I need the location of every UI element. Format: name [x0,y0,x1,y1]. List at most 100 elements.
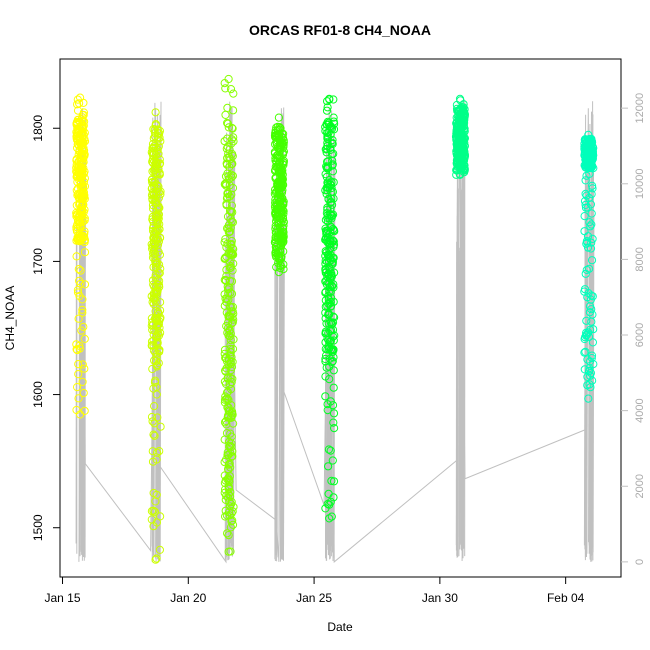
ch4-point [276,230,285,239]
ch4-point [223,154,232,163]
ch4-point [588,234,597,243]
ch4-point [457,162,466,171]
ch4-point [227,160,236,169]
ch4-point [76,156,85,165]
ch4-point [324,163,333,172]
ch4-point [275,158,284,167]
ch4-point [222,322,231,331]
ch4-point [321,357,330,366]
ch4-point [156,233,165,242]
ch4-point [329,477,339,486]
ch4-point [78,183,88,192]
y-axis: 1500 1600 1700 1800 [31,115,60,541]
ch4-point [227,250,237,259]
ch4-point [79,108,89,117]
ch4-point [149,134,158,143]
ch4-point [580,365,589,374]
ch4-point [584,394,593,403]
ch4-point [588,181,597,190]
ch4-point [156,422,165,431]
ch4-point [148,215,157,224]
ch4-point [75,344,84,353]
ch4-point [151,376,160,385]
ch4-point [148,364,157,374]
y-tick-label: 1500 [31,514,45,541]
ch4-point [228,374,237,383]
ch4-point [156,187,165,196]
ch4-point [275,254,284,263]
ch4-point [227,135,236,144]
ch4-point [224,412,233,421]
altitude-profile-line [274,244,277,562]
ch4-point [224,547,233,556]
ch4-point [76,117,85,127]
ch4-point [151,273,160,282]
ch4-point [587,209,596,218]
ch4-point [460,151,469,160]
ch4-point [228,318,237,327]
ch4-point [220,349,229,358]
ch4-point [279,231,288,240]
ch4-point [78,138,88,147]
ch4-point [328,456,337,465]
ch4-point [226,441,235,450]
ch4-point [155,133,164,143]
ch4-point [321,314,330,323]
flight-point-group [580,130,598,403]
ch4-point [321,344,330,354]
x-tick-label: Jan 15 [45,591,81,605]
ch4-point [580,212,589,221]
ch4-point [147,314,156,323]
ch4-point [151,163,160,172]
ch4-point [582,191,591,200]
ch4-point [277,241,286,250]
ch4-point [322,120,331,129]
ch4-point [329,312,338,321]
ch4-point [149,300,158,309]
ch4-point [222,159,231,168]
ch4-point [78,377,87,386]
ch4-point [224,311,233,320]
ch4-point [458,105,467,115]
ch4-point [80,134,89,143]
ch4-point [587,305,596,314]
ch4-point [155,545,164,555]
ch4-point [74,394,83,403]
ch4-point [453,144,462,153]
x-tick-label: Jan 30 [422,591,458,605]
ch4-point [222,388,232,397]
ch4-point [227,139,236,148]
ch4-point [330,268,339,277]
ch4-point [325,500,334,509]
ch4-point [78,305,87,314]
y-axis-label: CH4_NOAA [3,286,17,351]
ch4-point [455,170,465,179]
altitude-profile-line [584,201,587,558]
ch4-point [327,194,336,203]
ch4-point [153,225,162,234]
ch4-point [328,200,337,209]
ch4-point [582,265,591,275]
ch4-point [457,115,466,124]
ch4-point [229,315,238,324]
ch4-point [148,195,157,204]
ch4-point [322,363,331,372]
ch4-point [220,79,229,88]
ch4-point [224,484,233,493]
ch4-point [223,403,232,412]
ch4-point [329,409,339,418]
ch4-point [326,337,335,346]
altitude-profile-line [281,248,284,559]
ch4-point [587,151,596,160]
ch4-point [329,194,338,203]
flight-point-group [220,74,238,556]
ch4-point [227,452,236,461]
ch4-point [147,337,157,346]
ch4-point [77,326,86,335]
ch4-point [74,234,83,243]
ch4-point [329,383,338,392]
ch4-point [325,94,334,104]
ch4-point [151,240,160,249]
ch4-point [152,554,161,563]
ch4-point [149,125,158,134]
